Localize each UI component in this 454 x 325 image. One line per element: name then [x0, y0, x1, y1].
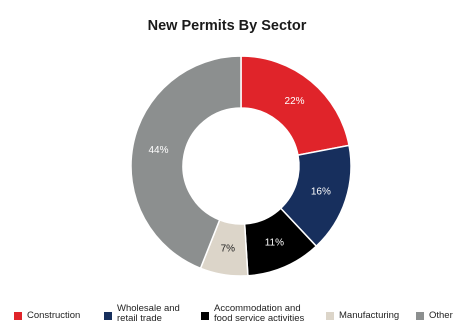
legend-label: Other	[429, 310, 453, 321]
slice-label-other: 44%	[148, 145, 168, 156]
legend-swatch	[416, 312, 424, 320]
slice-label-construction: 22%	[285, 96, 305, 107]
legend-label: Manufacturing	[339, 310, 400, 321]
legend-swatch	[201, 312, 209, 320]
donut-chart: 22% 16% 11% 7% 44%	[130, 55, 352, 277]
chart-title: New Permits By Sector	[147, 18, 307, 34]
legend-swatch	[326, 312, 334, 320]
slice-label-wholesale-and-retail-trade: 16%	[311, 186, 331, 197]
legend-item: Accommodation and food service activities	[201, 304, 304, 323]
legend-swatch	[14, 312, 22, 320]
slice-label-accommodation-and-food-service-activities: 11%	[265, 238, 284, 249]
legend-swatch	[104, 312, 112, 320]
legend-item: Construction	[14, 304, 80, 321]
slice-other	[130, 55, 242, 270]
chart-legend: Construction Wholesale and retail trade Acc…	[0, 304, 454, 325]
slice-construction	[240, 55, 350, 157]
legend-label: Wholesale and retail trade	[117, 304, 180, 324]
legend-item: Wholesale and retail trade	[104, 304, 180, 323]
slice-label-manufacturing: 7%	[221, 243, 236, 254]
legend-label: Accommodation and food service activities	[214, 304, 305, 324]
legend-item: Manufacturing	[326, 304, 399, 321]
legend-label: Construction	[27, 310, 81, 321]
legend-item: Other	[416, 304, 453, 321]
